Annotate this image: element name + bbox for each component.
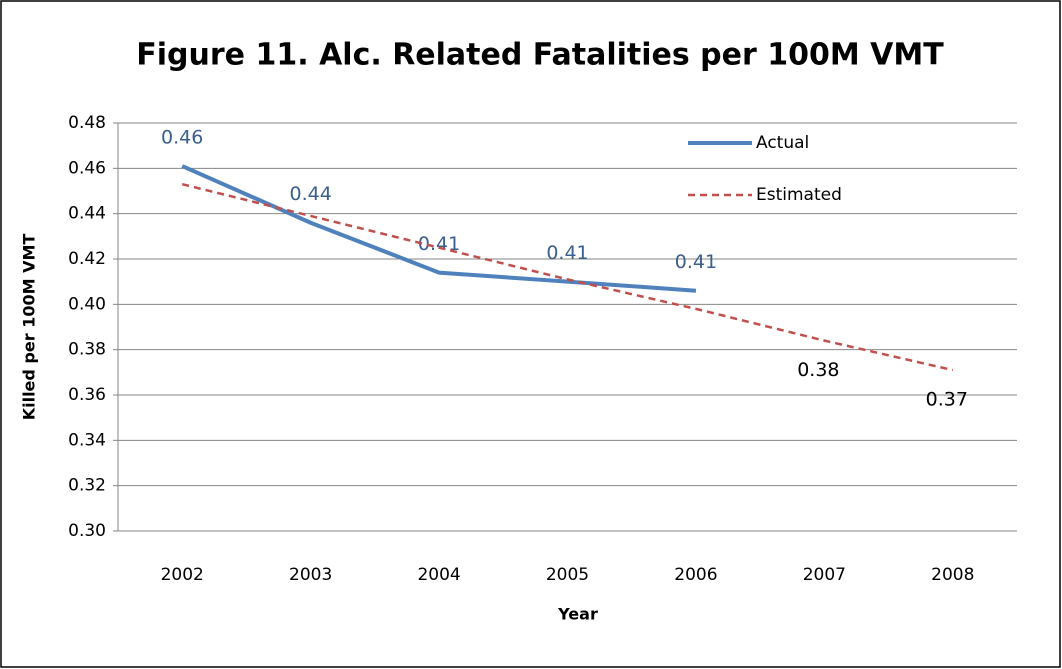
x-tick-label: 2004 (417, 565, 460, 585)
x-tick-label: 2005 (546, 565, 589, 585)
y-tick-label: 0.32 (68, 476, 106, 496)
y-tick-label: 0.48 (68, 113, 106, 133)
x-tick-label: 2007 (803, 565, 846, 585)
data-label: 0.38 (797, 359, 839, 381)
x-tick-label: 2006 (674, 565, 717, 585)
y-axis-title: Killed per 100M VMT (20, 234, 39, 421)
data-label: 0.44 (289, 183, 331, 205)
legend-label: Estimated (756, 185, 842, 205)
x-tick-label: 2003 (289, 565, 332, 585)
chart-title: Figure 11. Alc. Related Fatalities per 1… (136, 38, 944, 73)
data-label: 0.41 (418, 233, 460, 255)
data-label: 0.37 (926, 389, 968, 411)
y-tick-label: 0.40 (68, 294, 106, 314)
y-tick-label: 0.30 (68, 521, 106, 541)
y-tick-label: 0.38 (68, 340, 106, 360)
y-tick-label: 0.36 (68, 385, 106, 405)
data-line (181, 182, 954, 372)
x-tick-label: 2002 (161, 565, 204, 585)
x-tick-label: 2008 (931, 565, 974, 585)
data-label: 0.46 (161, 127, 203, 149)
y-tick-label: 0.42 (68, 249, 106, 269)
legend-label: Actual (756, 133, 809, 153)
y-tick-label: 0.46 (68, 158, 106, 178)
data-label: 0.41 (675, 251, 717, 273)
data-label: 0.41 (546, 242, 588, 264)
y-tick-label: 0.44 (68, 204, 106, 224)
data-line (181, 164, 697, 293)
y-tick-label: 0.34 (68, 430, 106, 450)
x-axis-title: Year (557, 605, 598, 624)
